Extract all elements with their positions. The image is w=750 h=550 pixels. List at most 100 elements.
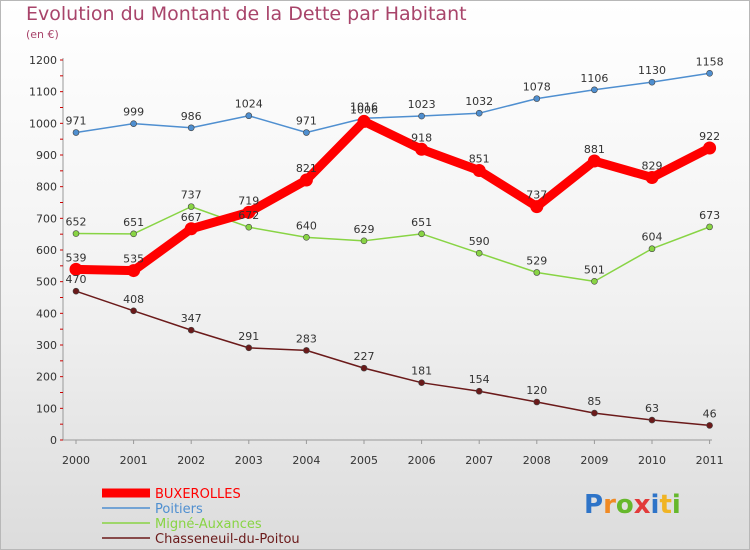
x-tick-label: 2010 [638,454,666,467]
series-point [475,249,483,257]
data-label: 922 [699,130,720,143]
data-label: 291 [238,330,259,343]
series-point [533,269,541,276]
x-tick-label: 2001 [120,454,148,467]
data-label: 971 [66,115,87,128]
series-point [533,95,541,102]
x-tick-label: 2005 [350,454,378,467]
data-label: 347 [181,312,202,325]
series-point [245,223,253,231]
data-label: 85 [587,395,601,408]
data-label: 1024 [235,98,263,111]
series-point [360,237,368,245]
series-point [648,416,656,424]
data-label: 737 [181,189,202,202]
series-point [303,347,310,354]
series-point [130,307,137,315]
series-point [245,112,253,120]
series-point [645,170,659,184]
series-point [127,264,141,278]
series-point [591,409,598,417]
legend-label: Chasseneuil-du-Poitou [155,532,300,547]
data-label: 535 [123,253,144,266]
data-label: 63 [645,402,659,415]
x-tick-label: 2009 [580,454,608,467]
data-label: 672 [238,209,259,222]
x-tick-label: 2002 [177,454,205,467]
legend-label: Migné-Auxances [155,517,262,532]
chart-subtitle: (en €) [26,28,59,41]
y-tick-label: 500 [36,276,57,289]
series-point [72,287,80,295]
x-tick-label: 2004 [292,454,320,467]
series-buxerolles [69,114,717,278]
data-label: 986 [181,110,202,123]
series-point [415,142,429,156]
series-point [475,387,483,395]
series-point [587,154,601,168]
data-label: 640 [296,219,317,232]
data-label: 120 [526,384,547,397]
y-tick-label: 1200 [29,54,57,67]
series-point [418,112,425,120]
proxiti-logo: Proxiti [584,490,681,520]
series-point [533,398,541,406]
series-point [475,109,483,117]
data-label: 501 [584,263,605,276]
series-point [530,200,544,214]
data-label: 604 [642,231,663,244]
y-tick-label: 900 [36,149,57,162]
data-label: 737 [526,189,547,202]
data-label: 1130 [638,64,666,77]
data-label: 529 [526,254,547,267]
data-label: 154 [469,373,490,386]
data-label: 1078 [523,81,551,94]
series-point [187,326,195,334]
y-tick-label: 200 [36,371,57,384]
data-label: 652 [66,216,87,229]
y-tick-label: 600 [36,244,57,257]
series-point [703,141,717,155]
series-point [591,278,598,285]
data-label: 46 [703,407,717,420]
y-tick-label: 700 [36,212,57,225]
series-point [242,205,256,219]
series-point [299,173,313,187]
series-point [357,114,371,128]
data-label: 283 [296,332,317,345]
series-point [303,129,310,136]
data-label: 719 [238,194,259,207]
series-line [75,72,711,134]
y-tick-label: 1100 [29,86,57,99]
data-label: 999 [123,106,144,119]
y-tick-label: 100 [36,402,57,415]
data-label: 821 [296,162,317,175]
data-label: 881 [584,143,605,156]
series-point [72,129,80,136]
y-tick-label: 800 [36,181,57,194]
series-point [245,344,253,352]
x-tick-label: 2000 [62,454,90,467]
chart-title: Evolution du Montant de la Dette par Hab… [26,3,467,25]
series-point [418,379,425,386]
y-tick-label: 400 [36,307,57,320]
y-tick-label: 1000 [29,117,57,130]
series-point [472,164,486,178]
x-tick-label: 2007 [465,454,493,467]
legend-label: Poitiers [155,502,203,517]
legend-label: BUXEROLLES [155,487,241,502]
data-label: 651 [411,216,432,229]
series-point [706,422,713,429]
series-point [418,230,425,238]
data-label: 829 [642,159,663,172]
series-mign-auxances [72,203,713,285]
x-tick-label: 2003 [235,454,263,467]
data-label: 971 [296,115,317,128]
series-line [71,116,715,276]
data-label: 1032 [465,95,493,108]
series-point [184,222,198,236]
series-point [360,364,368,372]
data-label: 651 [123,216,144,229]
